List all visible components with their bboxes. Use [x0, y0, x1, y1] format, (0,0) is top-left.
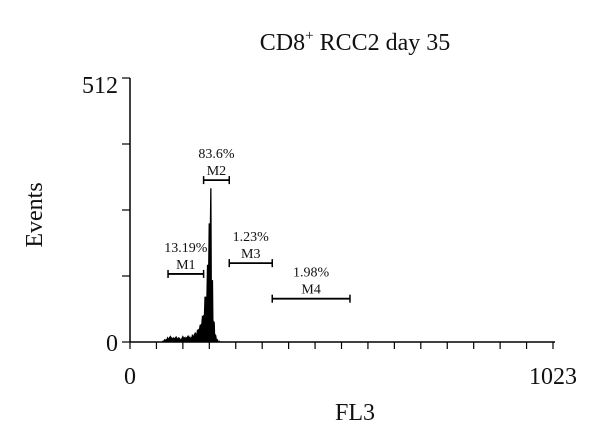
x-axis-label: FL3 [335, 400, 375, 426]
marker-m4: M4 1.98% [271, 266, 351, 303]
marker-percent-label: 13.19% [164, 241, 208, 256]
x-axis-ticks [129, 342, 554, 349]
chart-title-main: CD8 [260, 30, 305, 56]
marker-name-label: M3 [241, 247, 260, 262]
marker-name-label: M4 [301, 283, 320, 298]
marker-name-label: M1 [176, 258, 195, 273]
marker-percent-label: 1.23% [233, 230, 270, 245]
marker-regions: M1 13.19% M2 83.6% M3 1.23% M4 1.98% [164, 147, 351, 303]
y-axis-label: Events [22, 182, 48, 247]
marker-m1: M1 13.19% [164, 241, 208, 278]
chart-title-superscript: + [305, 28, 313, 44]
histogram-series [162, 188, 221, 342]
marker-percent-label: 1.98% [293, 266, 330, 281]
y-axis-ticks [122, 77, 130, 343]
y-tick-label-min: 0 [106, 331, 118, 357]
y-tick-label-max: 512 [82, 73, 118, 99]
x-tick-label-max: 1023 [529, 364, 577, 390]
marker-percent-label: 83.6% [198, 147, 235, 162]
marker-m3: M3 1.23% [228, 230, 273, 268]
chart-title-rest: RCC2 day 35 [314, 30, 451, 56]
marker-name-label: M2 [207, 164, 226, 179]
marker-m2: M2 83.6% [198, 147, 235, 185]
x-tick-label-min: 0 [124, 364, 136, 390]
chart-title: CD8+ RCC2 day 35 [260, 28, 451, 56]
